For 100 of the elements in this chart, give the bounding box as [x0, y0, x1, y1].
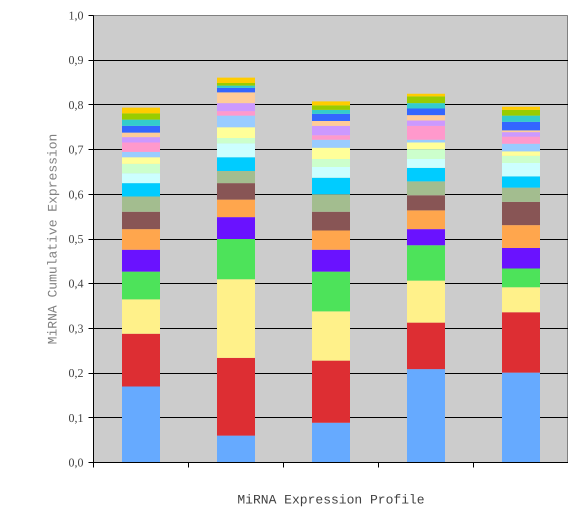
bar	[122, 196, 160, 212]
y-tick-label: 0,5	[68, 232, 84, 246]
bar	[312, 360, 350, 423]
bar	[217, 82, 255, 86]
bar	[122, 250, 160, 272]
bar	[122, 113, 160, 120]
bar	[122, 142, 160, 152]
bar	[122, 132, 160, 138]
bar	[217, 436, 255, 462]
bar	[502, 116, 540, 122]
bar	[312, 272, 350, 312]
bar	[407, 158, 445, 168]
bar	[312, 140, 350, 148]
bar	[312, 114, 350, 121]
bar	[502, 156, 540, 164]
bar	[217, 183, 255, 200]
bar	[122, 152, 160, 158]
bar	[122, 108, 160, 114]
bar	[312, 194, 350, 212]
bar	[122, 183, 160, 197]
y-axis-title: MiRNA Cumulative Expression	[46, 134, 60, 344]
y-tick-label: 0,6	[68, 187, 84, 202]
bar	[122, 164, 160, 174]
bar	[502, 248, 540, 268]
bar	[217, 78, 255, 83]
bar	[407, 126, 445, 140]
bar	[502, 372, 540, 462]
bar	[407, 142, 445, 150]
bar	[502, 163, 540, 176]
bar	[312, 250, 350, 272]
bar	[312, 126, 350, 136]
y-tick-label: 0,3	[68, 321, 84, 336]
bar	[217, 239, 255, 280]
bar	[217, 111, 255, 116]
bar	[502, 188, 540, 202]
bar	[122, 120, 160, 126]
bar	[407, 94, 445, 96]
bar	[312, 105, 350, 110]
bar	[122, 126, 160, 133]
bar	[502, 132, 540, 137]
bar	[502, 312, 540, 373]
bar	[407, 322, 445, 370]
bar	[217, 200, 255, 218]
bar	[407, 149, 445, 159]
bar	[502, 136, 540, 144]
y-tick-label: 0,2	[68, 366, 84, 380]
bar	[407, 210, 445, 230]
bar	[407, 108, 445, 116]
bar	[217, 127, 255, 138]
bar	[502, 144, 540, 152]
bar	[407, 120, 445, 126]
bar	[312, 135, 350, 140]
x-axis-title: MiRNA Expression Profile	[237, 492, 425, 508]
bar	[122, 137, 160, 142]
bar	[502, 176, 540, 188]
bar	[502, 268, 540, 288]
bar	[122, 212, 160, 230]
bar	[217, 92, 255, 104]
bar	[312, 167, 350, 178]
bar	[122, 229, 160, 250]
y-tick-label: 0,9	[68, 53, 84, 68]
bar	[502, 225, 540, 248]
bar	[217, 88, 255, 92]
bar	[122, 299, 160, 334]
bar	[217, 279, 255, 358]
bar	[122, 157, 160, 164]
bar	[122, 173, 160, 184]
bar	[312, 148, 350, 159]
bar	[407, 96, 445, 104]
bar	[407, 181, 445, 196]
bar	[407, 103, 445, 108]
bar	[312, 422, 350, 462]
y-tick-label: 0,8	[68, 98, 84, 112]
bar	[312, 311, 350, 361]
y-tick-label: 0,4	[68, 276, 84, 291]
bar	[217, 103, 255, 112]
bar	[217, 217, 255, 239]
bar	[217, 116, 255, 128]
bar	[407, 140, 445, 142]
bar	[502, 287, 540, 312]
y-tick-label: 1,0	[68, 8, 84, 22]
y-tick-label: 0,0	[68, 456, 84, 470]
y-tick-label: 0,7	[68, 142, 84, 157]
y-tick-label: 0,1	[68, 410, 84, 425]
bar	[312, 158, 350, 168]
bar	[407, 369, 445, 462]
bar	[407, 195, 445, 210]
bar	[312, 230, 350, 250]
bar	[407, 168, 445, 182]
bar	[122, 334, 160, 387]
bar	[502, 106, 540, 110]
bar	[312, 120, 350, 126]
bar	[502, 151, 540, 156]
bar	[407, 115, 445, 121]
bar	[407, 280, 445, 323]
bar	[122, 386, 160, 462]
bar	[312, 212, 350, 231]
bar	[217, 138, 255, 144]
bar	[217, 171, 255, 184]
bar	[407, 229, 445, 246]
